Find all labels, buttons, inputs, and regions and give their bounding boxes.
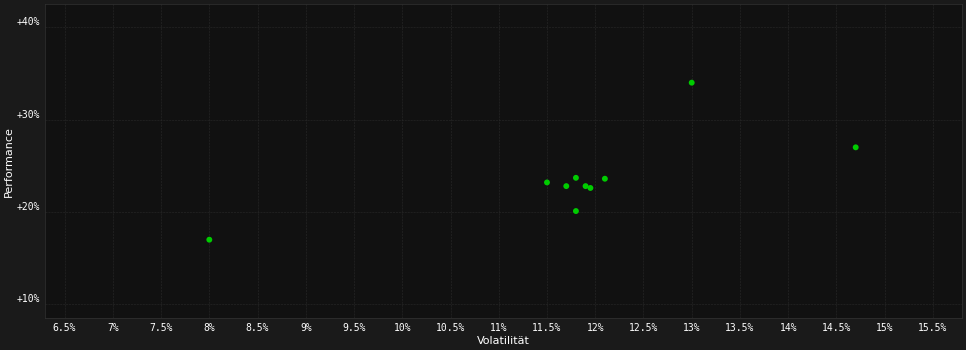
Point (568, 175, 583, 181)
Point (539, 180, 554, 185)
Point (582, 185, 598, 191)
Point (597, 176, 612, 182)
Y-axis label: Performance: Performance (4, 126, 14, 197)
Point (558, 183, 574, 189)
X-axis label: Volatilität: Volatilität (477, 336, 530, 346)
Point (202, 237, 217, 243)
Point (578, 183, 593, 189)
Point (848, 145, 864, 150)
Point (684, 80, 699, 85)
Point (568, 208, 583, 214)
